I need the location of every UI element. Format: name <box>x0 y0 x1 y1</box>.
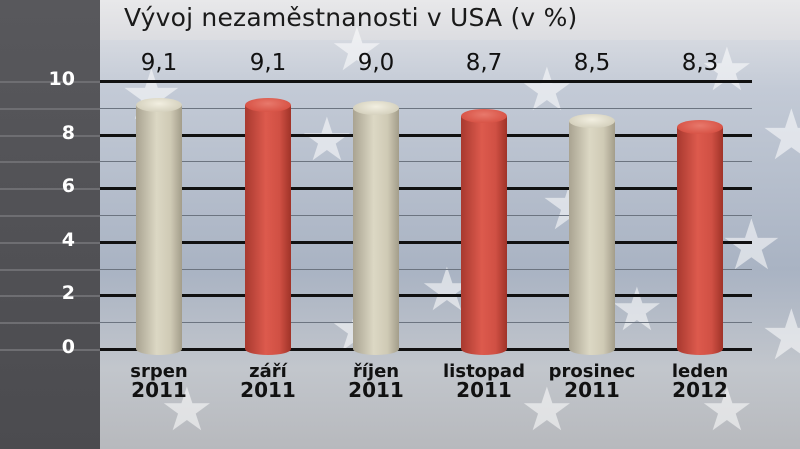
gridline-minor <box>100 107 752 109</box>
bar-body <box>245 105 291 355</box>
x-category-label: listopad 2011 <box>434 362 534 400</box>
x-category-label: leden 2012 <box>650 362 750 400</box>
star-decoration-icon: ★ <box>330 15 384 85</box>
axis-stripe <box>0 295 100 298</box>
bar-listopad <box>461 108 507 355</box>
bar-srpen <box>136 98 182 355</box>
gridline-major <box>100 133 752 137</box>
axis-stripe <box>0 81 100 83</box>
gridline-minor <box>100 322 752 324</box>
gridline-minor <box>100 161 752 163</box>
star-decoration-icon: ★ <box>720 204 783 286</box>
y-tick-label: 2 <box>61 282 75 305</box>
bar-cap <box>136 98 182 113</box>
x-category-label: říjen 2011 <box>326 362 426 400</box>
bar-cap <box>569 114 615 129</box>
year-label: 2011 <box>456 378 512 402</box>
value-label: 8,7 <box>465 50 503 76</box>
star-decoration-icon: ★ <box>700 35 754 105</box>
axis-stripe <box>0 161 100 164</box>
value-label: 9,1 <box>140 50 178 76</box>
axis-stripe <box>0 268 100 271</box>
axis-stripe <box>0 215 100 217</box>
month-label: leden <box>671 361 729 382</box>
year-label: 2011 <box>131 378 187 402</box>
month-label: listopad <box>443 361 525 382</box>
bar-cap <box>245 98 291 113</box>
axis-stripe <box>0 322 100 325</box>
year-label: 2012 <box>672 378 728 402</box>
value-label: 8,3 <box>681 50 719 76</box>
year-label: 2011 <box>348 378 404 402</box>
star-decoration-icon: ★ <box>300 105 354 175</box>
star-decoration-icon: ★ <box>610 275 664 345</box>
value-label: 8,5 <box>573 50 611 76</box>
star-decoration-icon: ★ <box>520 55 574 125</box>
bar-body <box>677 126 723 355</box>
bar-září <box>245 98 291 355</box>
y-tick-label: 4 <box>61 228 75 251</box>
month-label: září <box>249 361 287 382</box>
value-label: 9,0 <box>357 50 395 76</box>
gridline-major <box>100 348 752 351</box>
month-label: říjen <box>352 361 400 382</box>
bar-říjen <box>353 100 399 355</box>
axis-stripe <box>0 188 100 191</box>
axis-stripe <box>0 107 100 110</box>
chart-title: Vývoj nezaměstnanosti v USA (v %) <box>124 3 578 32</box>
bar-cap <box>677 119 723 134</box>
y-tick-label: 6 <box>61 175 75 198</box>
bar-body <box>569 121 615 355</box>
axis-stripe <box>0 134 100 137</box>
gridline-major <box>100 240 752 244</box>
month-label: srpen <box>130 361 188 382</box>
value-label: 9,1 <box>249 50 287 76</box>
x-category-label: září 2011 <box>218 362 318 400</box>
axis-stripe <box>0 349 100 351</box>
bar-leden <box>677 119 723 355</box>
y-tick-label: 0 <box>61 336 75 358</box>
bar-prosinec <box>569 114 615 355</box>
bar-cap <box>353 100 399 115</box>
y-tick-label: 8 <box>61 121 75 144</box>
gridline-major <box>100 294 752 298</box>
year-label: 2011 <box>240 378 296 402</box>
title-band <box>100 0 800 40</box>
star-decoration-icon: ★ <box>760 294 800 376</box>
axis-stripe <box>0 241 100 244</box>
gridline-major <box>100 80 752 83</box>
month-label: prosinec <box>548 361 636 382</box>
gridline-minor <box>100 215 752 216</box>
bar-cap <box>461 108 507 123</box>
bar-body <box>136 105 182 355</box>
y-axis-panel <box>0 0 100 449</box>
y-tick-label: 10 <box>48 68 75 90</box>
gridline-major <box>100 187 752 191</box>
x-category-label: prosinec 2011 <box>542 362 642 400</box>
bar-body <box>353 107 399 355</box>
star-decoration-icon: ★ <box>520 375 574 445</box>
star-decoration-icon: ★ <box>700 375 754 445</box>
star-decoration-icon: ★ <box>760 94 800 176</box>
gridline-minor <box>100 268 752 270</box>
year-label: 2011 <box>564 378 620 402</box>
star-decoration-icon: ★ <box>160 375 214 445</box>
x-category-label: srpen 2011 <box>109 362 209 400</box>
bar-body <box>461 115 507 355</box>
